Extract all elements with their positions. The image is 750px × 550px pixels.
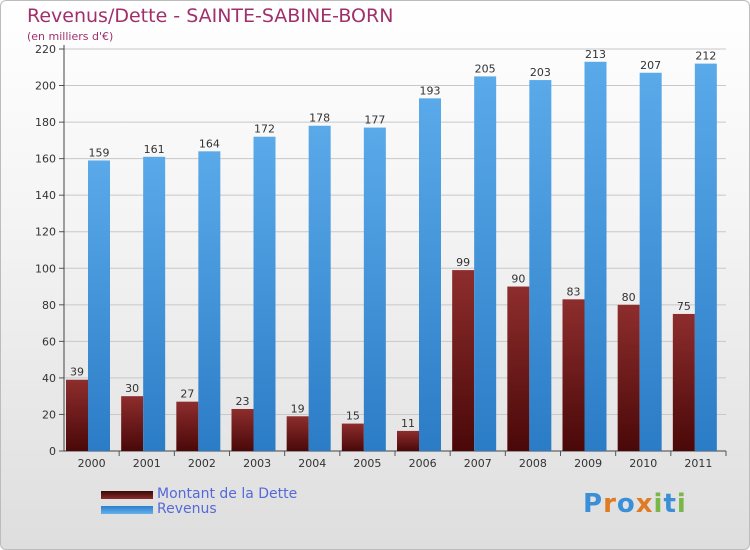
y-tick-label: 100 (35, 262, 56, 275)
data-label-revenus: 193 (420, 84, 441, 97)
data-label-revenus: 205 (475, 62, 496, 75)
y-tick-label: 40 (42, 372, 56, 385)
logo-letter: P (583, 489, 604, 519)
data-label-dette: 80 (622, 291, 636, 304)
data-label-dette: 11 (401, 417, 415, 430)
data-label-revenus: 207 (640, 59, 661, 72)
y-tick-label: 220 (35, 43, 56, 56)
y-tick-label: 80 (42, 299, 56, 312)
data-label-revenus: 213 (585, 48, 606, 61)
bar-revenus (308, 125, 331, 451)
x-tick-label: 2007 (464, 457, 492, 470)
data-label-revenus: 212 (695, 50, 716, 63)
data-label-dette: 39 (70, 366, 84, 379)
bar-dette (617, 304, 640, 451)
bar-dette (121, 396, 144, 451)
data-label-dette: 19 (291, 402, 305, 415)
bar-revenus (363, 127, 386, 451)
x-tick-label: 2005 (353, 457, 381, 470)
x-tick-label: 2000 (78, 457, 106, 470)
y-tick-label: 180 (35, 116, 56, 129)
data-label-dette: 83 (567, 285, 581, 298)
x-tick-label: 2004 (298, 457, 326, 470)
y-tick-label: 20 (42, 408, 56, 421)
data-label-revenus: 161 (144, 143, 165, 156)
data-label-revenus: 172 (254, 123, 275, 136)
legend-label-revenus: Revenus (157, 501, 217, 517)
logo-letter: i (676, 489, 687, 519)
x-tick-label: 2002 (188, 457, 216, 470)
data-label-dette: 23 (236, 395, 250, 408)
data-label-revenus: 177 (364, 114, 385, 127)
bar-revenus (419, 98, 441, 451)
x-tick-label: 2003 (243, 457, 271, 470)
bar-dette (286, 416, 309, 451)
bar-revenus (584, 61, 607, 452)
legend-label-dette: Montant de la Dette (157, 486, 298, 502)
data-label-dette: 15 (346, 410, 360, 423)
bar-dette (452, 270, 475, 451)
bar-revenus (639, 72, 662, 451)
y-tick-label: 200 (35, 80, 56, 93)
data-label-dette: 99 (456, 256, 470, 269)
x-tick-label: 2010 (629, 457, 657, 470)
bar-dette (231, 408, 254, 451)
data-label-revenus: 178 (309, 112, 330, 125)
bar-dette (507, 286, 530, 451)
y-tick-label: 160 (35, 153, 56, 166)
legend-swatch-dette (101, 491, 153, 499)
data-label-revenus: 203 (530, 66, 551, 79)
logo-letter: o (616, 489, 636, 519)
data-label-revenus: 164 (199, 137, 220, 150)
bar-revenus (198, 151, 221, 451)
bar-revenus (143, 156, 166, 452)
y-tick-label: 120 (35, 226, 56, 239)
y-tick-label: 60 (42, 335, 56, 348)
x-tick-label: 2006 (409, 457, 437, 470)
chart-subtitle: (en milliers d'€) (27, 30, 114, 43)
data-label-dette: 90 (511, 273, 525, 286)
proxiti-logo: Proxiti (583, 489, 687, 519)
bar-dette (672, 313, 695, 451)
logo-letter: i (653, 489, 664, 519)
y-tick-label: 0 (49, 445, 56, 458)
bar-revenus (529, 80, 552, 452)
y-tick-label: 140 (35, 189, 56, 202)
x-tick-label: 2009 (574, 457, 602, 470)
bar-revenus (694, 63, 717, 451)
data-label-dette: 30 (125, 382, 139, 395)
data-label-dette: 27 (180, 388, 194, 401)
bar-dette (341, 423, 364, 451)
bar-dette (562, 299, 585, 451)
chart-title: Revenus/Dette - SAINTE-SABINE-BORN (27, 5, 394, 27)
bar-dette (66, 379, 88, 451)
bar-revenus (88, 160, 110, 452)
logo-letter: t (663, 489, 677, 519)
logo-letter: x (635, 489, 654, 519)
legend-swatch-revenus (101, 506, 153, 514)
bar-revenus (474, 76, 497, 451)
x-tick-label: 2011 (684, 457, 712, 470)
bar-dette (397, 430, 419, 451)
x-tick-label: 2008 (519, 457, 547, 470)
bar-revenus (253, 136, 276, 451)
logo-letter: r (603, 489, 617, 519)
bar-dette (176, 401, 199, 451)
data-label-dette: 75 (677, 300, 691, 313)
x-tick-label: 2001 (133, 457, 161, 470)
data-label-revenus: 159 (89, 146, 110, 159)
